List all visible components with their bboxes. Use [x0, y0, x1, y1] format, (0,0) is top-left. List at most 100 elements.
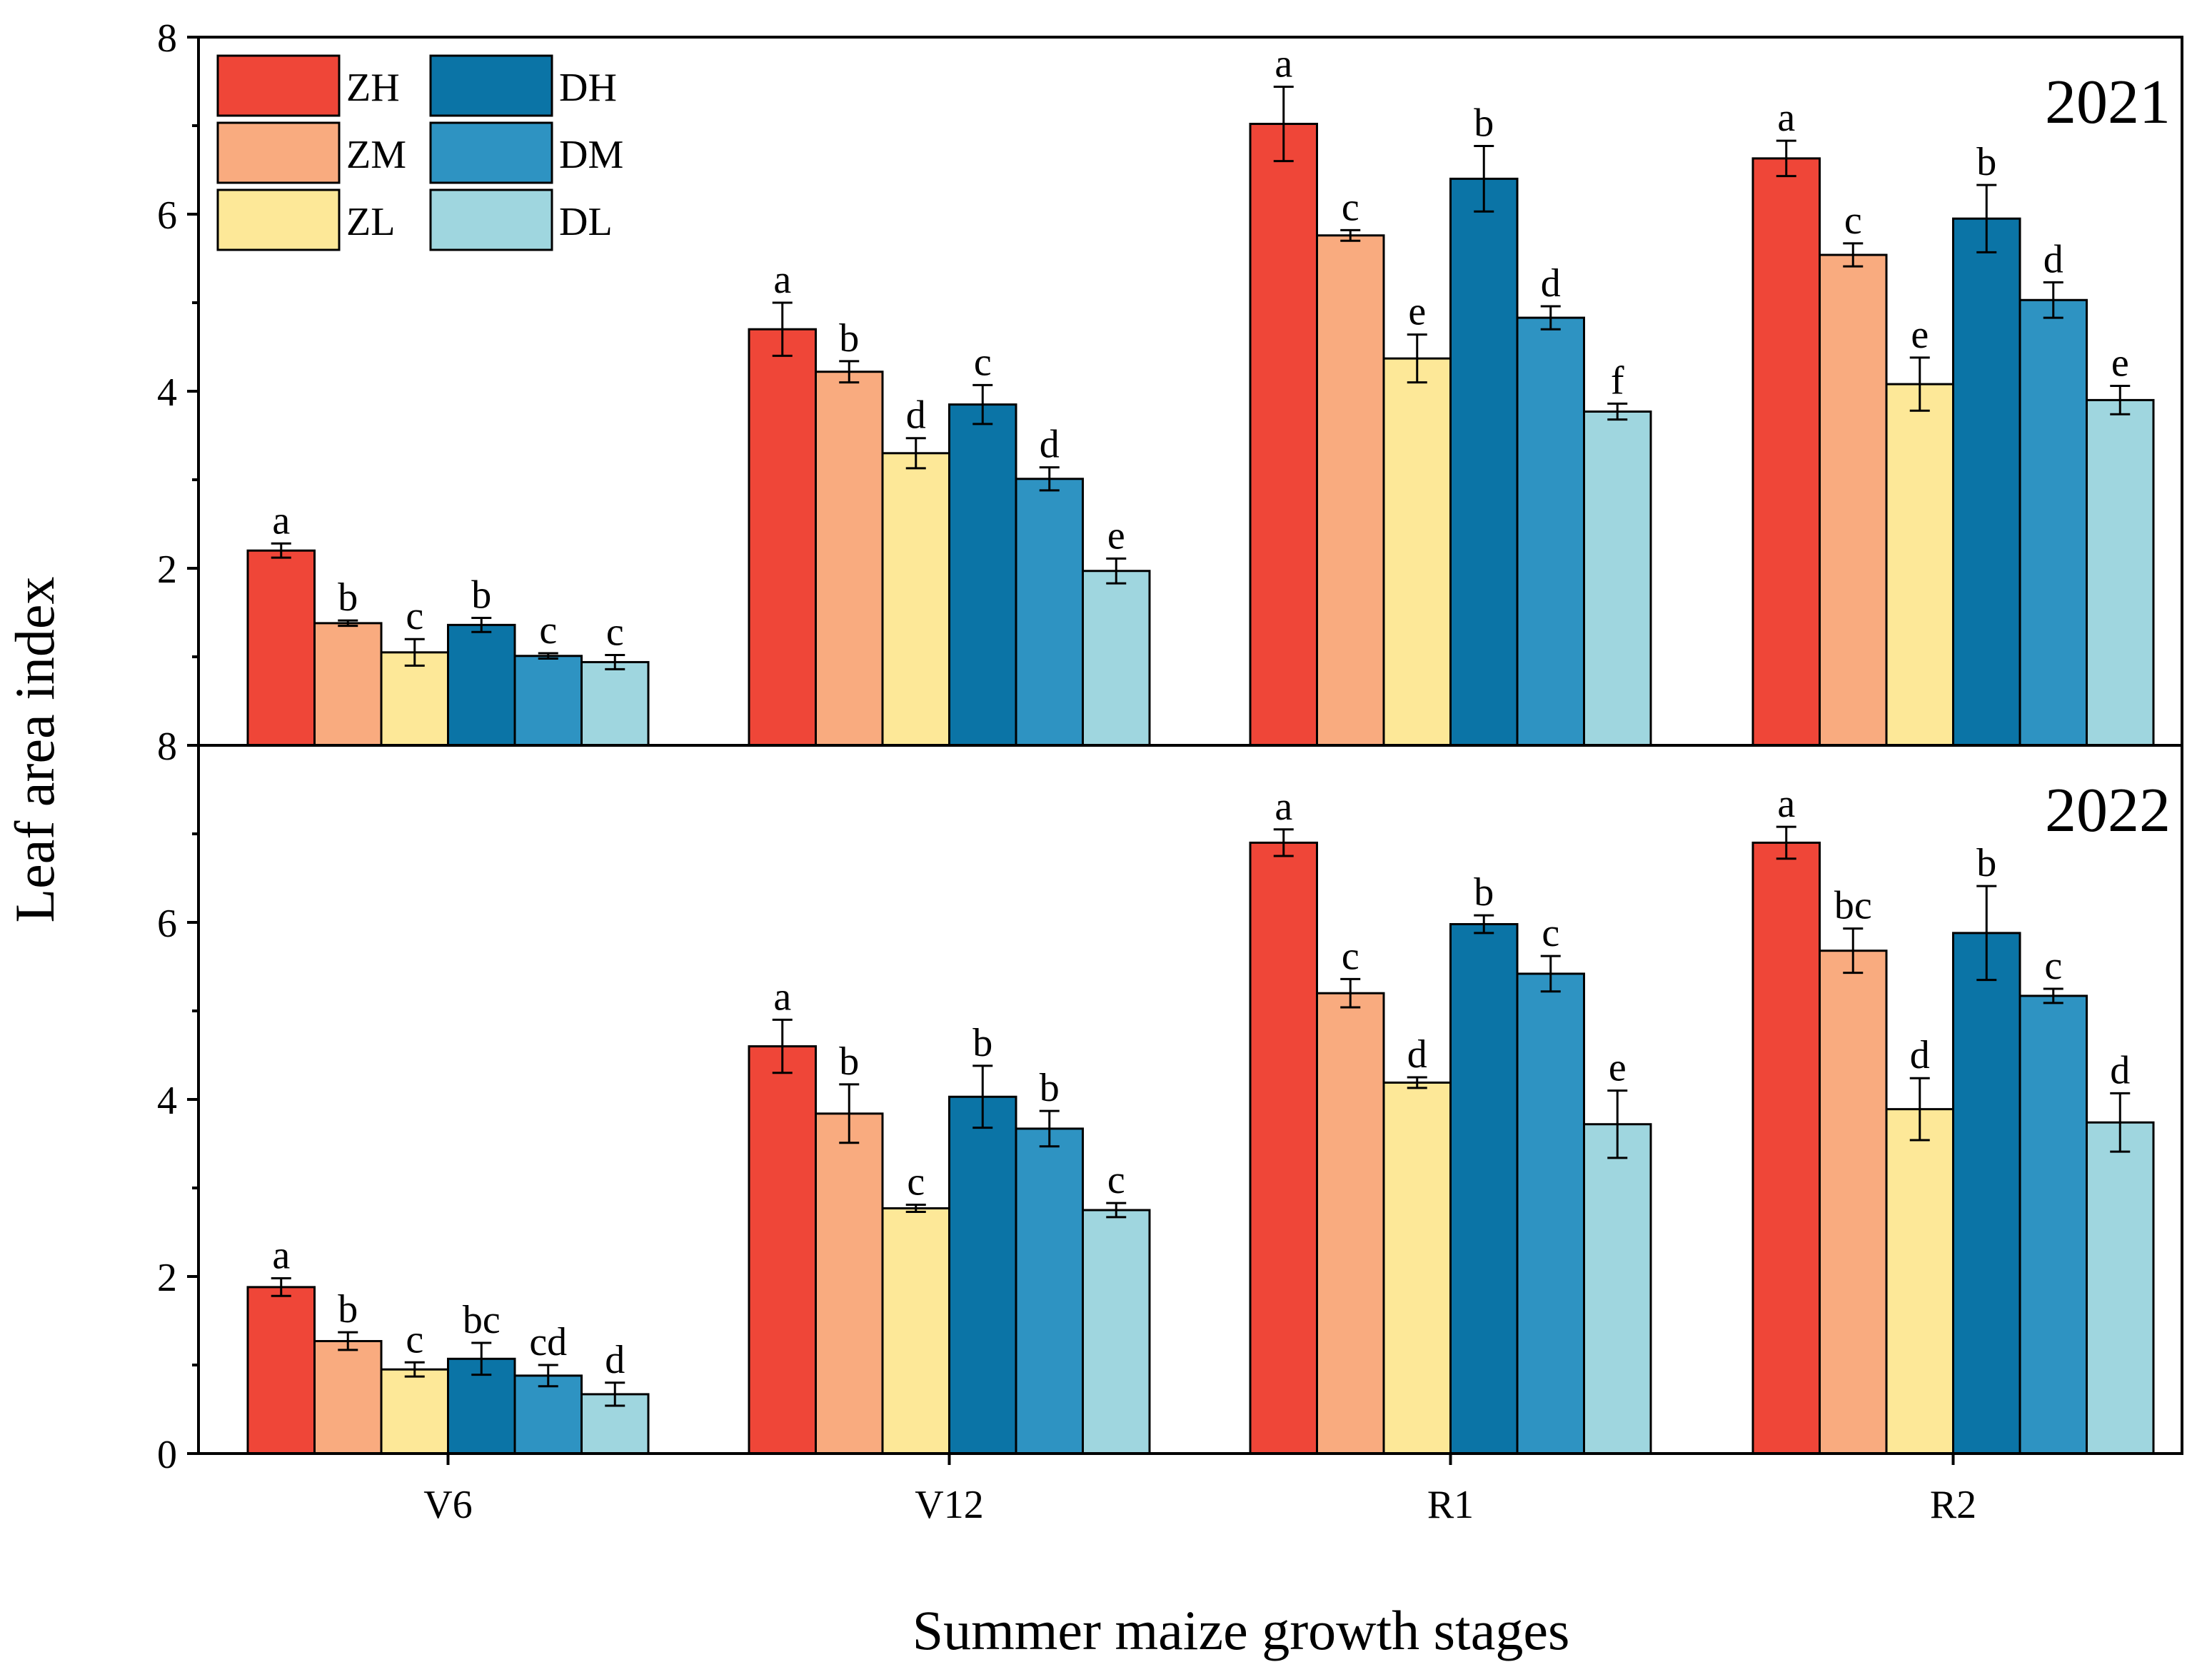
significance-letter-2022-V6-ZL: c: [406, 1317, 423, 1361]
y-tick-label-2022: 4: [157, 1079, 177, 1123]
bar-2022-R2-DM: [2019, 994, 2088, 1455]
significance-letter-2021-R2-DH: b: [1976, 140, 1996, 184]
significance-letter-2021-V12-DH: c: [974, 340, 992, 384]
significance-letter-2022-R1-DH: b: [1474, 870, 1494, 915]
error-bar-2021-R1-DL: [1607, 402, 1628, 421]
significance-letter-2022-V12-DL: c: [1107, 1158, 1125, 1202]
significance-letter-2022-V6-DL: d: [605, 1338, 625, 1382]
significance-letter-2021-R2-ZM: c: [1844, 198, 1862, 243]
error-bar-2022-V6-ZH: [271, 1276, 291, 1297]
error-bar-2022-R1-ZH: [1273, 828, 1294, 857]
legend-label-DH: DH: [559, 66, 617, 110]
significance-letter-2021-V12-DL: e: [1107, 513, 1125, 558]
error-bar-2021-R1-DH: [1474, 145, 1494, 213]
error-bar-2022-R1-DH: [1474, 914, 1494, 935]
bar-2021-R2-DL: [2086, 398, 2155, 747]
bar-2022-R2-ZH: [1751, 841, 1821, 1455]
bar-2021-R2-ZL: [1885, 383, 1954, 747]
bar-2021-R1-DM: [1516, 316, 1585, 747]
legend-item-DL: DL: [429, 188, 613, 251]
x-tick-label-R1: R1: [1427, 1483, 1474, 1527]
significance-letter-2021-V12-ZL: d: [906, 393, 926, 438]
significance-letter-2021-V12-DM: d: [1040, 423, 1060, 467]
bar-2022-R2-DH: [1952, 932, 2021, 1455]
bar-2022-V6-ZH: [246, 1286, 316, 1455]
significance-letter-2021-V6-DL: c: [606, 610, 624, 655]
bar-2021-R1-ZM: [1316, 234, 1385, 747]
error-bar-2021-R2-ZH: [1776, 139, 1796, 178]
legend-swatch-DH: [429, 54, 553, 117]
bar-2022-V12-DM: [1015, 1127, 1084, 1455]
legend-swatch-ZM: [216, 121, 341, 184]
y-tick-label-2022: 6: [157, 902, 177, 946]
significance-letter-2022-V12-DH: b: [972, 1021, 992, 1065]
legend-label-ZL: ZL: [346, 200, 395, 244]
error-bar-2022-V12-ZM: [839, 1083, 860, 1144]
error-bar-2022-V6-DM: [538, 1364, 558, 1388]
error-bar-2021-R2-DM: [2043, 281, 2063, 319]
legend-item-ZL: ZL: [216, 188, 395, 251]
x-tick-label-V12: V12: [915, 1483, 983, 1527]
significance-letter-2021-R2-ZH: a: [1777, 96, 1795, 140]
error-bar-2021-R2-DH: [1976, 183, 1997, 253]
legend-label-DM: DM: [559, 133, 623, 177]
significance-letter-2021-R1-DL: f: [1611, 358, 1624, 403]
significance-letter-2022-R1-DL: e: [1609, 1046, 1627, 1090]
bar-2022-R2-DL: [2086, 1121, 2155, 1455]
bar-2021-R1-DH: [1449, 177, 1519, 747]
error-bar-2022-R2-DH: [1976, 885, 1997, 982]
error-bar-2021-V12-DL: [1106, 557, 1127, 585]
significance-letter-2022-R1-ZM: c: [1342, 934, 1359, 978]
error-bar-2021-V12-ZH: [772, 301, 793, 357]
significance-letter-2021-V6-DH: b: [471, 573, 491, 617]
legend-swatch-ZL: [216, 188, 341, 251]
legend-item-DM: DM: [429, 121, 623, 184]
error-bar-2021-V6-DL: [605, 654, 625, 670]
significance-letter-2021-R1-ZL: e: [1408, 290, 1426, 334]
error-bar-2022-R2-DM: [2043, 987, 2063, 1004]
bar-2022-R1-DH: [1449, 922, 1519, 1455]
significance-letter-2022-R2-DH: b: [1976, 841, 1996, 885]
y-tick-label-2022: 8: [157, 725, 177, 769]
bar-2022-R1-ZM: [1316, 992, 1385, 1455]
bar-2021-V12-ZH: [748, 328, 817, 747]
significance-letter-2021-V12-ZM: b: [839, 316, 859, 361]
bar-2021-V6-ZL: [380, 651, 449, 747]
bar-2022-R2-ZM: [1819, 950, 1888, 1455]
error-bar-2021-V12-ZL: [905, 437, 926, 470]
error-bar-2021-R1-ZL: [1407, 333, 1427, 384]
significance-letter-2021-V12-ZH: a: [773, 258, 791, 302]
error-bar-2021-R1-DM: [1540, 305, 1561, 331]
error-bar-2021-V12-DM: [1039, 466, 1060, 492]
significance-letter-2022-R2-DL: d: [2110, 1048, 2130, 1092]
error-bar-2022-R2-DL: [2110, 1092, 2131, 1153]
error-bar-2021-R2-ZL: [1909, 356, 1930, 412]
legend-swatch-ZH: [216, 54, 341, 117]
error-bar-2022-R1-ZL: [1407, 1076, 1427, 1089]
legend-label-ZM: ZM: [346, 133, 406, 177]
bar-2021-R2-DM: [2019, 298, 2088, 747]
error-bar-2022-R1-ZM: [1340, 977, 1361, 1009]
legend-label-ZH: ZH: [346, 66, 400, 110]
bar-2021-V6-ZM: [313, 622, 383, 747]
error-bar-2022-V12-DM: [1039, 1109, 1060, 1148]
error-bar-2022-V12-ZL: [905, 1204, 926, 1213]
significance-letter-2022-V12-ZM: b: [839, 1039, 859, 1084]
significance-letter-2022-R1-ZL: d: [1407, 1032, 1427, 1077]
legend-label-DL: DL: [559, 200, 613, 244]
bar-2021-V6-ZH: [246, 549, 316, 747]
significance-letter-2021-R2-DM: d: [2043, 237, 2063, 281]
bar-2021-V6-DH: [447, 623, 516, 747]
error-bar-2021-R1-ZM: [1340, 228, 1361, 242]
significance-letter-2022-R1-DM: c: [1542, 911, 1559, 955]
bar-2021-R1-ZH: [1249, 123, 1318, 747]
significance-letter-2021-V6-ZL: c: [406, 594, 423, 638]
bar-2022-V12-ZL: [881, 1207, 950, 1455]
significance-letter-2022-R2-ZH: a: [1777, 782, 1795, 826]
panel-year-label-2021: 2021: [2045, 68, 2171, 137]
error-bar-2022-V6-DL: [605, 1381, 625, 1407]
bar-2021-V12-DL: [1082, 570, 1151, 747]
significance-letter-2021-V6-DM: c: [539, 608, 557, 653]
